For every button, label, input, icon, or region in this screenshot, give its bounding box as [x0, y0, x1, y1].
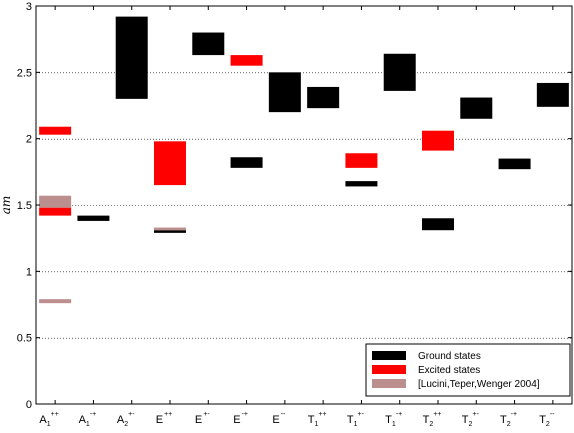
x-tick-label: A1-+ [79, 411, 97, 428]
bar-series0-9 [422, 218, 454, 231]
bar-series0-8 [383, 53, 416, 91]
bar-series0-6 [307, 86, 340, 109]
x-tick-label: T2++ [423, 411, 442, 428]
bars [39, 16, 569, 304]
bar-series1-5 [422, 130, 454, 151]
y-tick-label: 2 [26, 134, 32, 146]
x-tick-label: T2+- [462, 411, 480, 428]
bar-series0-5 [268, 72, 301, 113]
bar-series2-2 [154, 227, 186, 231]
y-tick-label: 0 [26, 399, 32, 411]
y-axis-label: am [0, 196, 13, 215]
x-tick-label: E+- [195, 411, 210, 426]
y-tick-label: 1.5 [17, 200, 32, 212]
bar-series0-1 [115, 16, 148, 99]
legend-swatch-0 [372, 351, 406, 360]
bar-series0-10 [460, 97, 493, 119]
legend-swatch-1 [372, 365, 406, 374]
grid-lines [36, 72, 572, 339]
x-tick-label: T2-+ [500, 411, 517, 428]
bar-series2-1 [39, 299, 72, 304]
bar-series1-4 [345, 153, 378, 168]
bar-series1-2 [154, 141, 186, 186]
bar-series0-2 [154, 230, 186, 233]
bar-series2-0 [39, 195, 72, 208]
y-tick-label: 0.5 [17, 333, 32, 345]
bar-series1-3 [230, 55, 263, 66]
bar-series0-11 [498, 158, 531, 170]
x-tick-label: T2-- [539, 411, 555, 428]
bar-series1-0 [39, 126, 72, 135]
x-tick-label: E++ [156, 411, 173, 426]
legend-label-2: [Lucini,Teper,Wenger 2004] [418, 379, 540, 390]
y-tick-label: 1 [26, 266, 32, 278]
bar-series0-12 [536, 82, 569, 107]
bar-series0-0 [77, 215, 110, 221]
bar-series0-7 [345, 181, 378, 187]
bar-series0-3 [192, 32, 225, 56]
x-tick-label: E-+ [233, 411, 248, 426]
x-tick-label: A1++ [39, 411, 58, 428]
x-tick-label: T1+- [347, 411, 365, 428]
y-tick-label: 3 [26, 1, 32, 13]
legend-swatch-2 [372, 379, 406, 388]
legend-label-1: Excited states [418, 365, 480, 376]
x-tick-label: E-- [272, 411, 286, 426]
bar-series0-4 [230, 157, 263, 168]
legend: Ground states Excited states [Lucini,Teper… [365, 343, 571, 397]
y-tick-label: 2.5 [17, 67, 32, 79]
x-tick-label: A2+- [117, 411, 135, 428]
x-tick-label: T1++ [308, 411, 327, 428]
bar-series1-1 [39, 207, 72, 216]
x-axis: A1++ A1-+ A2+- E++ E+- E-+ E-- T1++ T1+- T1-+ T2++… [39, 6, 555, 428]
y-axis: 0 0.5 1 1.5 2 2.5 3 [17, 1, 572, 411]
legend-label-0: Ground states [418, 351, 481, 362]
x-tick-label: T1-+ [385, 411, 402, 428]
